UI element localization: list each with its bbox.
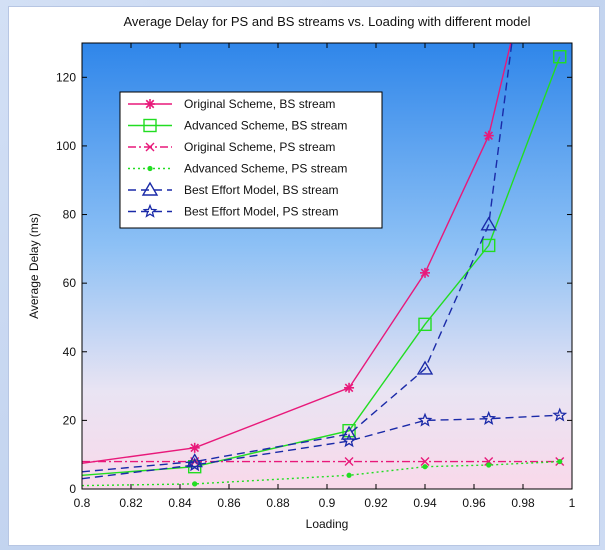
data-point (482, 238, 496, 253)
series-line (82, 460, 560, 487)
data-point (341, 433, 357, 448)
y-tick-label: 100 (56, 139, 76, 153)
x-tick-label: 0.84 (168, 496, 192, 510)
legend-entry: Advanced Scheme, BS stream (128, 119, 347, 133)
legend-marker (141, 181, 159, 196)
series-4 (82, 458, 563, 487)
legend-label: Original Scheme, BS stream (184, 97, 335, 111)
y-tick-label: 40 (63, 345, 77, 359)
data-point (553, 50, 567, 64)
y-tick-label: 60 (63, 276, 77, 290)
series-line (82, 43, 513, 473)
x-tick-label: 1 (569, 496, 576, 510)
series-6 (82, 407, 568, 480)
x-tick-label: 0.82 (119, 496, 143, 510)
series-line (82, 56, 561, 476)
series-line (82, 414, 560, 480)
data-point (420, 267, 430, 278)
data-point (420, 457, 430, 467)
data-point (416, 360, 434, 375)
legend-entry: Original Scheme, BS stream (128, 97, 335, 111)
x-tick-label: 0.88 (266, 496, 290, 510)
legend-entry: Original Scheme, PS stream (128, 140, 335, 154)
legend: Original Scheme, BS stream Advanced Schem… (119, 91, 383, 229)
x-tick-label: 0.98 (511, 496, 535, 510)
series-line (82, 43, 512, 464)
data-point (346, 472, 352, 478)
legend-label: Advanced Scheme, PS stream (184, 162, 347, 176)
series-5 (82, 43, 513, 473)
legend-label: Advanced Scheme, BS stream (184, 119, 347, 133)
chart-title: Average Delay for PS and BS streams vs. … (123, 14, 530, 29)
data-point (557, 458, 563, 465)
data-point (344, 382, 355, 393)
data-point (422, 464, 428, 470)
x-tick-label: 0.92 (364, 496, 388, 510)
data-point (552, 407, 568, 422)
data-point (187, 457, 203, 472)
data-point (344, 457, 354, 467)
x-tick-label: 0.86 (217, 496, 241, 510)
x-tick-label: 0.9 (319, 496, 336, 510)
legend-marker (145, 142, 155, 152)
data-point (486, 462, 492, 468)
data-point (480, 216, 497, 231)
data-point (481, 410, 497, 425)
y-tick-label: 80 (63, 208, 77, 222)
legend-label: Best Effort Model, BS stream (184, 183, 339, 197)
data-point (189, 442, 200, 453)
data-point (483, 130, 494, 141)
x-axis-label: Loading (306, 517, 349, 531)
legend-label: Best Effort Model, PS stream (184, 205, 339, 219)
data-point (418, 317, 432, 332)
legend-entry: Best Effort Model, BS stream (128, 181, 339, 197)
legend-marker (147, 165, 153, 172)
y-tick-label: 120 (56, 70, 76, 84)
legend-marker (142, 203, 158, 218)
series-1 (82, 43, 512, 464)
legend-label: Original Scheme, PS stream (184, 140, 335, 154)
x-tick-label: 0.94 (413, 496, 437, 510)
data-point (186, 453, 203, 468)
legend-marker (145, 99, 155, 109)
data-point (192, 481, 198, 487)
plot-border (81, 42, 573, 490)
legend-entry: Advanced Scheme, PS stream (128, 162, 347, 176)
x-tick-label: 0.96 (462, 496, 486, 510)
y-tick-label: 20 (63, 413, 77, 427)
legend-entry: Best Effort Model, PS stream (128, 203, 339, 219)
data-point (417, 412, 433, 427)
legend-marker (143, 118, 157, 133)
x-tick-label: 0.8 (74, 496, 91, 510)
legend-box (119, 91, 383, 229)
data-point (340, 425, 358, 440)
y-tick-label: 0 (69, 482, 76, 496)
y-axis-label: Average Delay (ms) (27, 213, 41, 319)
